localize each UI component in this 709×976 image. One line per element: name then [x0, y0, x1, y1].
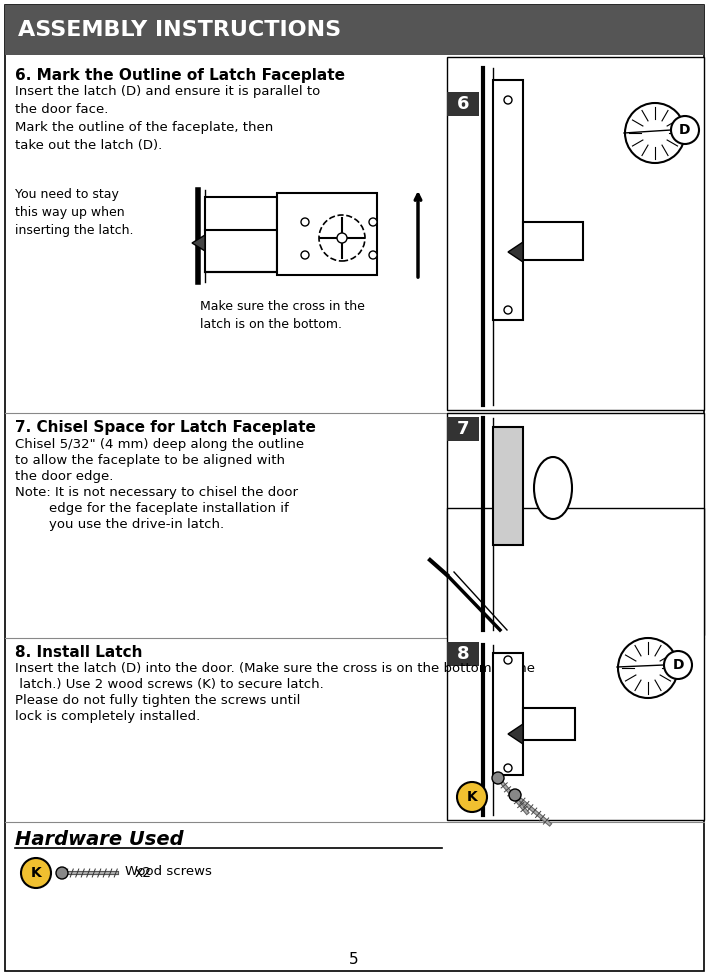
Bar — [493, 427, 523, 545]
Text: Chisel 5/32" (4 mm) deep along the outline: Chisel 5/32" (4 mm) deep along the outli… — [15, 438, 304, 451]
Text: 6: 6 — [457, 95, 469, 113]
Text: K: K — [30, 866, 41, 880]
Bar — [493, 653, 523, 775]
Text: 7. Chisel Space for Latch Faceplate: 7. Chisel Space for Latch Faceplate — [15, 420, 316, 435]
Ellipse shape — [534, 457, 572, 519]
Text: D: D — [679, 123, 691, 137]
Circle shape — [509, 789, 521, 801]
Text: 5: 5 — [350, 953, 359, 967]
Bar — [447, 642, 479, 666]
Text: you use the drive-in latch.: you use the drive-in latch. — [15, 518, 224, 531]
Bar — [523, 222, 583, 260]
Circle shape — [56, 867, 68, 879]
Circle shape — [504, 96, 512, 104]
Text: K: K — [467, 790, 477, 804]
Text: Hardware Used: Hardware Used — [15, 830, 184, 849]
Circle shape — [504, 306, 512, 314]
Bar — [447, 508, 704, 820]
Circle shape — [618, 638, 678, 698]
Polygon shape — [508, 724, 523, 744]
Bar — [205, 197, 277, 272]
Circle shape — [504, 656, 512, 664]
Bar — [277, 193, 377, 275]
Text: Note: It is not necessary to chisel the door: Note: It is not necessary to chisel the … — [15, 486, 298, 499]
Bar — [493, 80, 523, 320]
Text: lock is completely installed.: lock is completely installed. — [15, 710, 200, 723]
Text: 7: 7 — [457, 420, 469, 438]
Circle shape — [671, 116, 699, 144]
Text: 8: 8 — [457, 645, 469, 663]
Polygon shape — [508, 242, 523, 262]
Circle shape — [369, 251, 377, 259]
Text: ASSEMBLY INSTRUCTIONS: ASSEMBLY INSTRUCTIONS — [18, 20, 341, 40]
Circle shape — [457, 782, 487, 812]
Bar — [447, 57, 704, 410]
Text: 6. Mark the Outline of Latch Faceplate: 6. Mark the Outline of Latch Faceplate — [15, 68, 345, 83]
Circle shape — [301, 218, 309, 226]
Text: You need to stay
this way up when
inserting the latch.: You need to stay this way up when insert… — [15, 188, 133, 237]
Circle shape — [369, 218, 377, 226]
Text: D: D — [672, 658, 683, 672]
Bar — [447, 92, 479, 116]
Circle shape — [504, 764, 512, 772]
Bar — [523, 708, 575, 740]
Circle shape — [337, 233, 347, 243]
Polygon shape — [192, 235, 205, 251]
Circle shape — [625, 103, 685, 163]
Text: Make sure the cross in the
latch is on the bottom.: Make sure the cross in the latch is on t… — [200, 300, 365, 331]
Bar — [5, 5, 704, 55]
Text: x2: x2 — [135, 866, 152, 880]
Circle shape — [21, 858, 51, 888]
Text: Insert the latch (D) into the door. (Make sure the cross is on the bottom of the: Insert the latch (D) into the door. (Mak… — [15, 662, 535, 675]
Text: Wood screws: Wood screws — [125, 865, 212, 878]
Text: latch.) Use 2 wood screws (K) to secure latch.: latch.) Use 2 wood screws (K) to secure … — [15, 678, 324, 691]
Text: the door edge.: the door edge. — [15, 470, 113, 483]
Text: 8. Install Latch: 8. Install Latch — [15, 645, 143, 660]
Text: Please do not fully tighten the screws until: Please do not fully tighten the screws u… — [15, 694, 301, 707]
Text: Insert the latch (D) and ensure it is parallel to
the door face.
Mark the outlin: Insert the latch (D) and ensure it is pa… — [15, 85, 320, 152]
Text: to allow the faceplate to be aligned with: to allow the faceplate to be aligned wit… — [15, 454, 285, 467]
Circle shape — [664, 651, 692, 679]
Circle shape — [492, 772, 504, 784]
Bar — [447, 413, 704, 635]
Bar — [447, 417, 479, 441]
Text: edge for the faceplate installation if: edge for the faceplate installation if — [15, 502, 289, 515]
Circle shape — [301, 251, 309, 259]
